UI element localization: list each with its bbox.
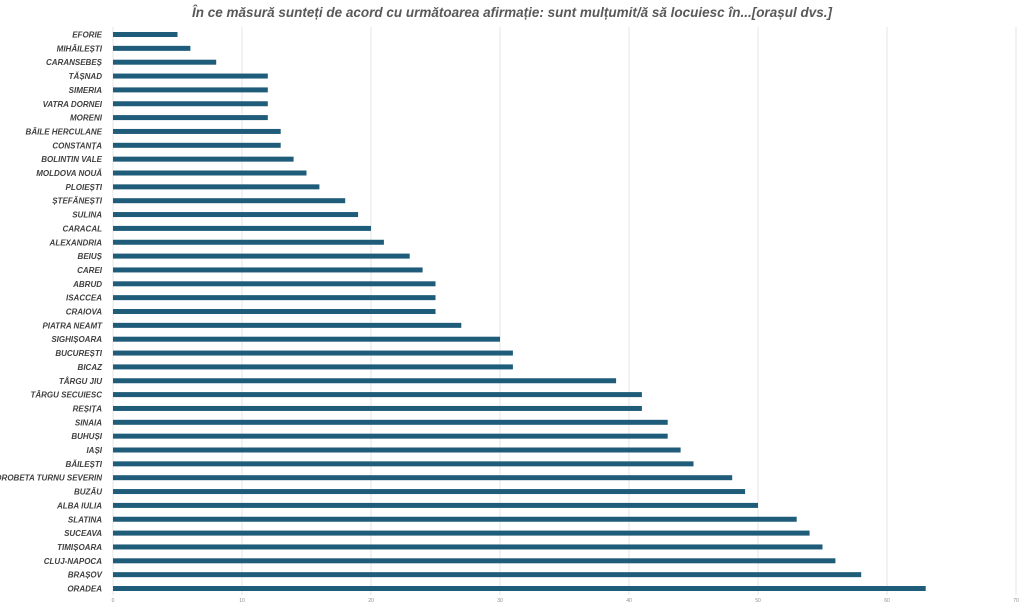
category-label: SLATINA: [68, 515, 102, 524]
category-label: ALBA IULIA: [56, 501, 102, 510]
bar: [113, 128, 281, 134]
category-label: BICAZ: [78, 363, 104, 372]
category-label: ISACCEA: [66, 294, 102, 303]
category-label: SIGHIȘOARA: [51, 335, 102, 344]
bar: [113, 502, 758, 508]
category-label: BUCUREȘTI: [55, 349, 102, 358]
x-tick-label: 50: [755, 598, 761, 604]
category-label: ABRUD: [72, 280, 102, 289]
bar: [113, 309, 436, 314]
x-tick-label: 10: [239, 598, 245, 604]
category-label: PIATRA NEAMT: [42, 321, 103, 330]
bar: [113, 101, 268, 107]
bar: [113, 475, 733, 481]
bar: [113, 461, 694, 467]
category-label: CONSTANȚA: [52, 141, 102, 150]
category-label: MORENI: [70, 114, 103, 123]
category-label: MIHĂILEȘTI: [57, 44, 103, 53]
bar: [113, 212, 359, 218]
category-label: TÂRGU SECUIESC: [30, 391, 102, 400]
bar: [113, 489, 746, 495]
bar: [113, 295, 436, 301]
bar: [113, 198, 346, 204]
category-label: BOLINTIN VALE: [41, 155, 102, 164]
category-label: CAREI: [77, 266, 103, 275]
bar: [113, 516, 797, 522]
category-label: SIMERIA: [69, 86, 103, 95]
bar: [113, 586, 926, 591]
category-label: VATRA DORNEI: [43, 100, 103, 109]
category-label: TĂȘNAD: [69, 72, 103, 81]
category-label: EFORIE: [72, 31, 102, 40]
category-label: MOLDOVA NOUĂ: [36, 169, 102, 178]
bar: [113, 572, 862, 578]
category-label: CARACAL: [62, 224, 102, 233]
category-label: CRAIOVA: [66, 308, 103, 317]
bar: [113, 558, 836, 564]
x-tick-label: 70: [1013, 598, 1019, 604]
bar: [113, 530, 810, 536]
category-label: BĂILE HERCULANE: [26, 127, 103, 136]
bar: [113, 336, 500, 342]
category-label: BUZĂU: [74, 488, 102, 497]
bar: [113, 378, 617, 384]
category-label: SUCEAVA: [64, 529, 102, 538]
bar: [113, 253, 410, 259]
bar: [113, 433, 668, 439]
bar: [113, 59, 217, 65]
bar: [113, 45, 191, 51]
category-label: SULINA: [72, 211, 102, 220]
bar: [113, 447, 681, 453]
chart-title: În ce măsură sunteți de acord cu următoa…: [192, 5, 832, 20]
category-label: REȘIȚA: [73, 404, 103, 413]
bar: [113, 184, 320, 190]
bar: [113, 364, 513, 370]
x-tick-label: 40: [626, 598, 632, 604]
bar: [113, 322, 462, 328]
category-label: ȘTEFĂNEȘTI: [52, 197, 103, 206]
bar: [113, 544, 823, 550]
category-label: SINAIA: [75, 418, 102, 427]
x-tick-label: 30: [497, 598, 503, 604]
bar: [113, 392, 642, 398]
category-label: BĂILEȘTI: [66, 460, 103, 469]
bar: [113, 225, 371, 231]
bar: [113, 73, 268, 79]
bar: [113, 170, 307, 176]
category-label: BEIUȘ: [78, 252, 103, 261]
x-tick-label: 20: [368, 598, 374, 604]
category-label: ALEXANDRIA: [49, 238, 103, 247]
x-tick-label: 60: [884, 598, 890, 604]
category-label: IAȘI: [86, 446, 102, 455]
bar: [113, 405, 642, 411]
bar: [113, 142, 281, 148]
category-label: CLUJ-NAPOCA: [44, 557, 102, 566]
category-label: DROBETA TURNU SEVERIN: [0, 474, 102, 483]
category-label: BUHUȘI: [71, 432, 102, 441]
category-label: PLOIEȘTI: [66, 183, 103, 192]
category-label: CARANSEBEȘ: [46, 58, 103, 67]
bar: [113, 281, 436, 287]
bar: [113, 156, 294, 162]
bar: [113, 350, 513, 356]
bar: [113, 115, 268, 121]
bar: [113, 267, 423, 273]
category-label: ORADEA: [67, 585, 102, 594]
category-label: TÂRGU JIU: [59, 377, 102, 386]
x-tick-label: 0: [112, 598, 115, 604]
bar: [113, 87, 268, 93]
category-label: TIMIȘOARA: [57, 543, 102, 552]
bar: [113, 32, 178, 37]
bar: [113, 419, 668, 425]
bar: [113, 239, 384, 245]
category-label: BRAȘOV: [68, 571, 103, 580]
